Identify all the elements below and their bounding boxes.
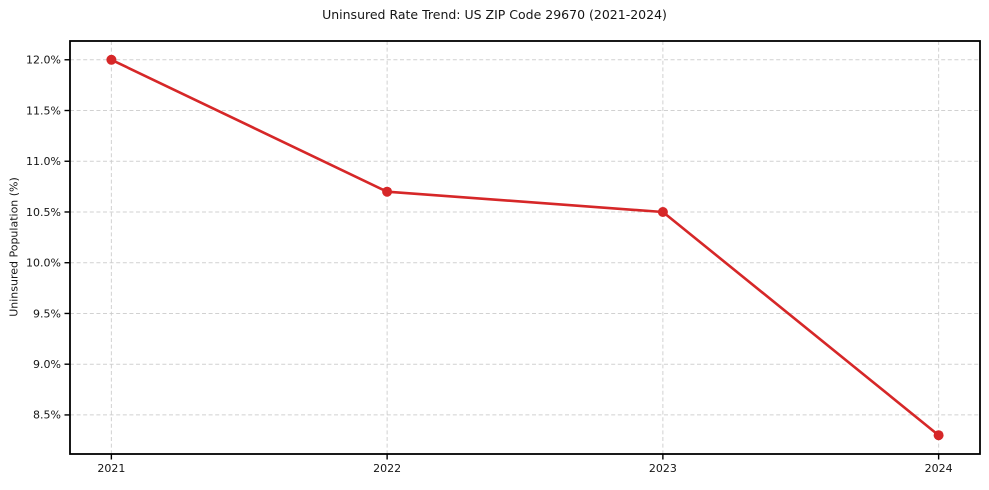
y-tick-label: 11.0% (26, 155, 61, 168)
x-tick-label: 2022 (373, 462, 401, 475)
trend-line (110, 58, 940, 437)
y-tick-label: 11.5% (26, 104, 61, 117)
y-tick-label: 9.5% (33, 307, 61, 320)
y-tick-label: 9.0% (33, 358, 61, 371)
x-tick-label: 2024 (925, 462, 953, 475)
y-tick-label: 10.0% (26, 257, 61, 270)
data-point (657, 207, 668, 217)
data-point (382, 186, 393, 197)
y-tick-label: 12.0% (26, 54, 61, 67)
plot-border (69, 40, 981, 455)
data-point (106, 54, 117, 65)
chart-title: Uninsured Rate Trend: US ZIP Code 29670 … (322, 7, 667, 22)
y-tick-label: 10.5% (26, 206, 61, 219)
data-point (933, 430, 944, 441)
x-tick-label: 2023 (649, 462, 677, 475)
y-tick-label: 8.5% (33, 409, 61, 422)
x-tick-label: 2021 (97, 462, 125, 475)
